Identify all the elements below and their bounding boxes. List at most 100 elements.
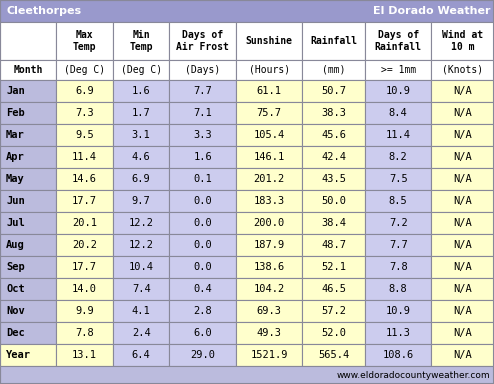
Text: 187.9: 187.9 [253,240,285,250]
Bar [56,190,113,212]
Text: 8.4: 8.4 [389,108,408,118]
Text: 138.6: 138.6 [253,262,285,272]
Bar [0,22,56,60]
Bar [56,124,113,146]
Text: N/A: N/A [453,196,472,206]
Bar [0,234,56,256]
Text: Nov: Nov [6,306,25,316]
Text: 3.3: 3.3 [193,130,212,140]
Bar [169,102,236,124]
Text: Mar: Mar [6,130,25,140]
Text: 4.6: 4.6 [132,152,151,162]
Bar [302,300,365,322]
Bar [113,278,169,300]
Bar [236,190,302,212]
Text: 7.5: 7.5 [389,174,408,184]
Text: 43.5: 43.5 [321,174,346,184]
Bar [113,80,169,102]
Bar [56,168,113,190]
Bar [169,212,236,234]
Text: 9.7: 9.7 [132,196,151,206]
Bar [365,322,431,344]
Text: N/A: N/A [453,174,472,184]
Bar [56,22,113,60]
Bar [365,256,431,278]
Text: 17.7: 17.7 [72,196,97,206]
Text: (Hours): (Hours) [248,65,290,75]
Text: Aug: Aug [6,240,25,250]
Bar [431,278,494,300]
Text: 104.2: 104.2 [253,284,285,294]
Text: N/A: N/A [453,284,472,294]
Bar [236,146,302,168]
Text: 7.8: 7.8 [389,262,408,272]
Bar [169,190,236,212]
Text: (mm): (mm) [322,65,345,75]
Bar [236,322,302,344]
Bar [236,256,302,278]
Text: 0.4: 0.4 [193,284,212,294]
Text: 61.1: 61.1 [257,86,282,96]
Bar [113,146,169,168]
Bar [113,22,169,60]
Text: 8.2: 8.2 [389,152,408,162]
Bar [169,278,236,300]
Bar [431,168,494,190]
Bar [365,300,431,322]
Text: >= 1mm: >= 1mm [380,65,416,75]
Bar [0,60,56,80]
Bar [56,322,113,344]
Text: Oct: Oct [6,284,25,294]
Text: 105.4: 105.4 [253,130,285,140]
Text: Jul: Jul [6,218,25,228]
Bar [302,344,365,366]
Text: 183.3: 183.3 [253,196,285,206]
Bar [0,322,56,344]
Bar [302,256,365,278]
Bar [431,256,494,278]
Text: Dec: Dec [6,328,25,338]
Text: N/A: N/A [453,218,472,228]
Bar [169,344,236,366]
Bar [56,102,113,124]
Text: 20.1: 20.1 [72,218,97,228]
Text: N/A: N/A [453,240,472,250]
Bar [236,102,302,124]
Bar [113,300,169,322]
Text: 13.1: 13.1 [72,350,97,360]
Bar [0,366,494,384]
Bar [236,344,302,366]
Bar [431,146,494,168]
Text: 7.7: 7.7 [193,86,212,96]
Text: 7.1: 7.1 [193,108,212,118]
Bar [302,146,365,168]
Bar [431,190,494,212]
Bar [236,22,302,60]
Bar [365,102,431,124]
Text: 69.3: 69.3 [257,306,282,316]
Text: (Deg C): (Deg C) [121,65,162,75]
Text: 14.6: 14.6 [72,174,97,184]
Text: 75.7: 75.7 [257,108,282,118]
Text: 20.2: 20.2 [72,240,97,250]
Bar [56,146,113,168]
Bar [169,80,236,102]
Text: 0.0: 0.0 [193,218,212,228]
Text: 12.2: 12.2 [128,240,154,250]
Bar [236,60,302,80]
Text: 200.0: 200.0 [253,218,285,228]
Bar [365,60,431,80]
Bar [365,80,431,102]
Text: 1.6: 1.6 [132,86,151,96]
Bar [302,80,365,102]
Text: 46.5: 46.5 [321,284,346,294]
Text: Rainfall: Rainfall [310,36,357,46]
Text: 52.0: 52.0 [321,328,346,338]
Bar [113,344,169,366]
Bar [302,234,365,256]
Text: Jan: Jan [6,86,25,96]
Bar [302,322,365,344]
Bar [0,0,494,22]
Text: 17.7: 17.7 [72,262,97,272]
Text: (Deg C): (Deg C) [64,65,105,75]
